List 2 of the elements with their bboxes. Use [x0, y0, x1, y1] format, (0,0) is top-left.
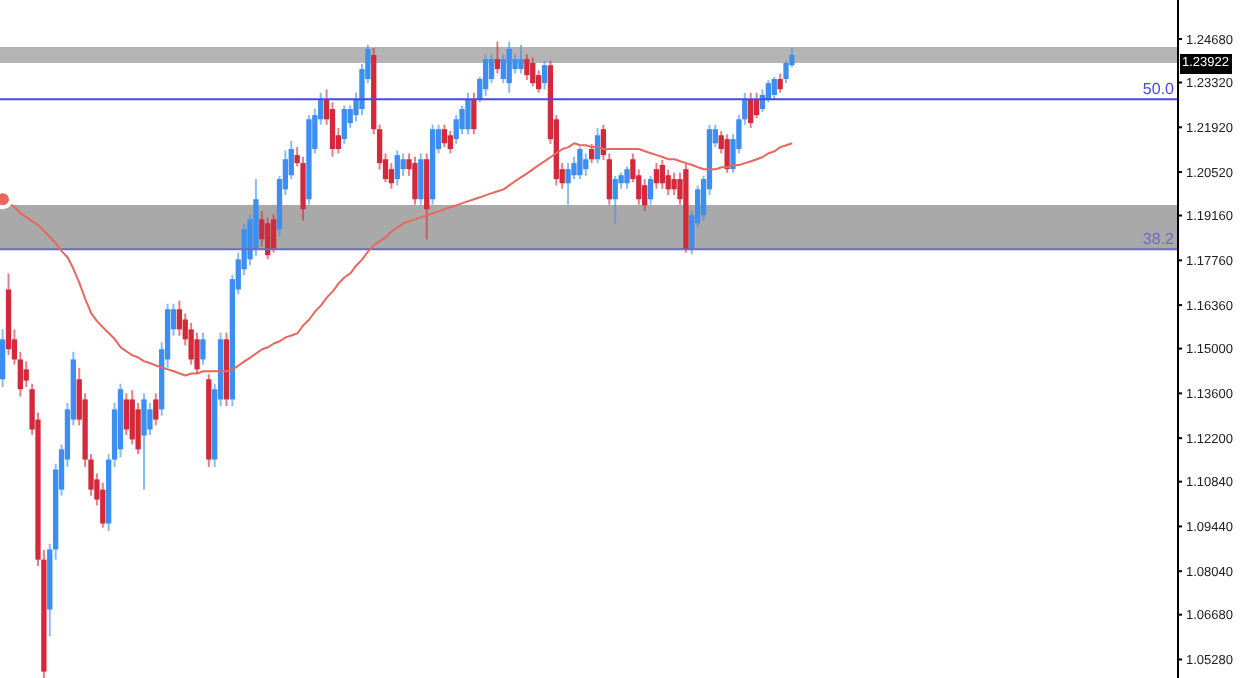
- annotation: 38.2: [1142, 229, 1174, 248]
- annotation: 50.0: [1142, 79, 1174, 98]
